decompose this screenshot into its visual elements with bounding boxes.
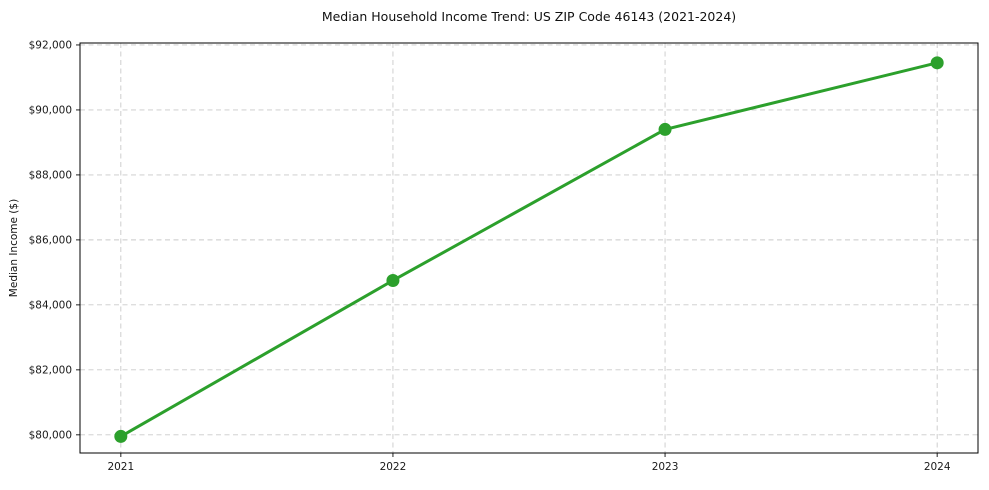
y-tick-label: $84,000	[29, 299, 72, 311]
y-tick-label: $92,000	[29, 39, 72, 51]
data-point	[658, 122, 672, 136]
plot-border	[79, 42, 979, 454]
y-tick-label: $80,000	[29, 429, 72, 441]
y-tick-label: $86,000	[29, 234, 72, 246]
data-point	[930, 56, 944, 70]
y-tick-label: $88,000	[29, 169, 72, 181]
y-tick-label: $82,000	[29, 364, 72, 376]
trend-line	[119, 61, 939, 438]
x-tick-label: 2023	[652, 461, 679, 473]
x-tick-label: 2024	[924, 461, 951, 473]
data-point	[114, 429, 128, 443]
y-tick-label: $90,000	[29, 104, 72, 116]
x-tick-label: 2021	[107, 461, 134, 473]
chart-title: Median Household Income Trend: US ZIP Co…	[321, 9, 737, 24]
x-tick-label: 2022	[380, 461, 407, 473]
data-point	[386, 273, 400, 287]
